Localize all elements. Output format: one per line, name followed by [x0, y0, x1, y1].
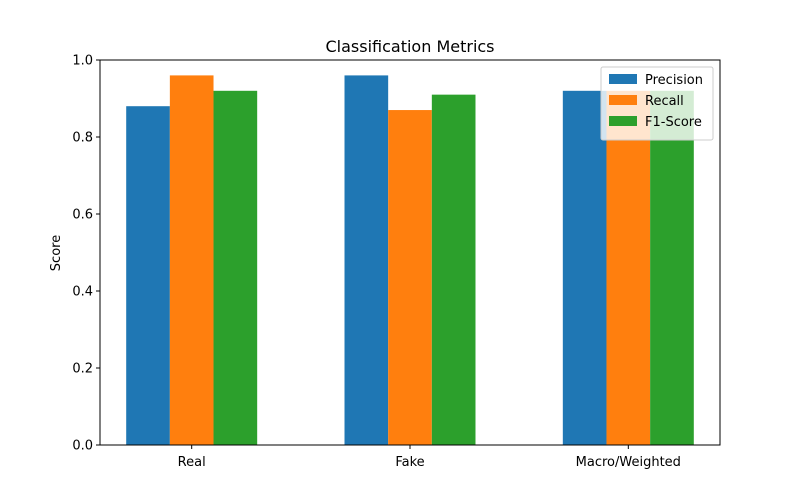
bar-f1-score-fake — [431, 94, 476, 446]
x-tick-label: Fake — [395, 455, 424, 470]
y-tick-label: 0.4 — [72, 285, 93, 300]
axes-layer: 0.0 0.2 0.4 0.6 0.8 1.0 Real Fake Macro/Weighted — [72, 54, 721, 470]
bar-precision-real — [126, 106, 170, 445]
x-tick-label: Macro/Weighted — [576, 455, 681, 470]
y-tick-label: 0.6 — [72, 208, 93, 223]
chart-title: Classification Metrics — [325, 37, 494, 56]
bars-layer — [126, 75, 694, 446]
y-tick-label: 1.0 — [72, 54, 93, 69]
y-axis-title: Score — [49, 235, 64, 271]
bar-recall-real — [169, 75, 214, 446]
y-tick-label: 0.2 — [72, 362, 93, 377]
legend-label: Recall — [645, 94, 684, 109]
bar-f1-score-macro-weighted — [650, 90, 694, 446]
y-tick-label: 0.8 — [72, 131, 93, 146]
bar-recall-fake — [388, 110, 432, 446]
legend-swatch — [609, 74, 637, 84]
legend-label: Precision — [645, 73, 703, 88]
bar-precision-macro-weighted — [562, 90, 607, 446]
legend: Precision Recall F1-Score — [600, 66, 714, 141]
y-tick-label: 0.0 — [72, 439, 93, 454]
bar-precision-fake — [344, 75, 389, 446]
legend-swatch — [609, 95, 637, 105]
bar-recall-macro-weighted — [606, 90, 651, 446]
legend-swatch — [609, 116, 637, 126]
bar-f1-score-real — [213, 90, 258, 446]
x-tick-label: Real — [178, 455, 206, 470]
legend-label: F1-Score — [645, 115, 702, 130]
